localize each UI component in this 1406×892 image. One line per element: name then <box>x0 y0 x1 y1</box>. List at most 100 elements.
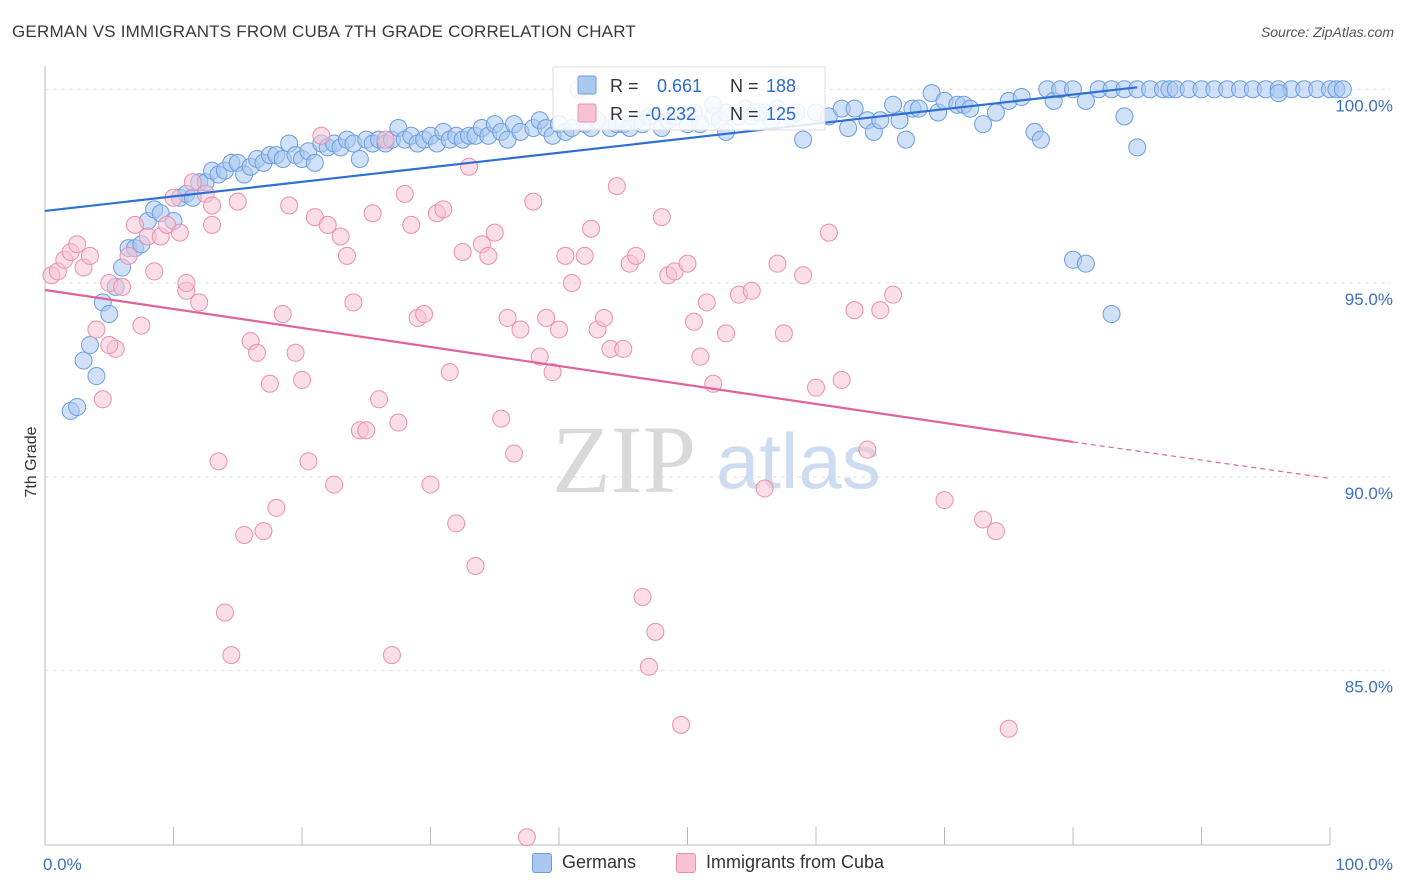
germans-point <box>80 336 99 355</box>
cuba-point <box>684 312 703 331</box>
cuba-point <box>363 204 382 223</box>
cuba-point <box>183 173 202 192</box>
germans-point <box>1102 305 1121 324</box>
germans-point <box>74 351 93 370</box>
cuba-point <box>858 440 877 459</box>
cuba-point <box>646 622 665 641</box>
cuba-point <box>768 254 787 273</box>
legend-swatch-cuba <box>676 852 696 873</box>
germans-points <box>61 80 1352 420</box>
cuba-point <box>672 715 691 734</box>
cuba-point <box>614 339 633 358</box>
x-tick-label-min: 0.0% <box>43 855 82 874</box>
cuba-point <box>691 347 710 366</box>
germans-point <box>961 99 980 118</box>
cuba-point <box>235 525 254 544</box>
cuba-point <box>370 390 389 409</box>
cuba-point <box>344 293 363 312</box>
cuba-points <box>42 80 1018 847</box>
cuba-point <box>203 196 222 215</box>
cuba-point <box>999 719 1018 738</box>
cuba-point <box>607 177 626 196</box>
cuba-point <box>125 215 144 234</box>
cuba-point <box>215 603 234 622</box>
stats-n-label-germans: N = <box>730 76 759 96</box>
cuba-point <box>517 828 536 847</box>
cuba-trend-line-extension <box>1072 441 1331 479</box>
cuba-point <box>434 200 453 219</box>
cuba-point <box>550 320 568 339</box>
axes <box>44 66 1331 846</box>
germans-point <box>1012 88 1031 107</box>
cuba-point <box>395 184 414 203</box>
cuba-point <box>267 498 286 517</box>
legend-item-cuba[interactable]: Immigrants from Cuba <box>676 852 884 873</box>
watermark-zip: ZIP <box>552 406 696 513</box>
germans-point <box>1076 254 1095 273</box>
cuba-point <box>652 208 671 227</box>
germans-point <box>839 119 858 138</box>
germans-point <box>871 111 890 130</box>
cuba-point <box>594 308 613 327</box>
cuba-point <box>755 479 774 498</box>
legend-item-germans[interactable]: Germans <box>532 852 636 873</box>
cuba-point <box>280 196 299 215</box>
cuba-point <box>582 219 601 238</box>
cuba-point <box>228 192 247 211</box>
stats-r-label-cuba: R = <box>610 104 639 124</box>
y-tick-label: 100.0% <box>1335 96 1393 115</box>
chart-title: GERMAN VS IMMIGRANTS FROM CUBA 7TH GRADE… <box>12 22 636 41</box>
gridlines <box>45 88 1390 672</box>
cuba-point <box>325 475 344 494</box>
cuba-point <box>389 413 408 432</box>
cuba-point <box>337 246 356 265</box>
cuba-point <box>871 301 890 320</box>
stats-r-value-germans: 0.661 <box>657 76 702 96</box>
chart-source: Source: ZipAtlas.com <box>1260 24 1394 40</box>
cuba-point <box>498 308 517 327</box>
y-tick-labels: 85.0% 90.0% 95.0% 100.0% <box>1335 96 1393 696</box>
watermark-atlas: atlas <box>716 417 881 505</box>
cuba-point <box>485 223 504 242</box>
germans-point <box>1115 107 1134 126</box>
germans-point <box>305 153 324 172</box>
germans-point <box>909 99 928 118</box>
cuba-point <box>530 347 549 366</box>
cuba-point <box>100 336 119 355</box>
cuba-point <box>209 452 228 471</box>
cuba-point <box>402 215 421 234</box>
y-tick-label: 90.0% <box>1345 484 1393 503</box>
stats-n-value-germans: 188 <box>766 76 796 96</box>
legend-label-cuba: Immigrants from Cuba <box>706 852 885 872</box>
cuba-point <box>286 343 305 362</box>
germans-point <box>896 130 915 149</box>
cuba-point <box>845 301 864 320</box>
cuba-point <box>170 223 189 242</box>
cuba-point <box>421 475 440 494</box>
cuba-point <box>145 262 164 281</box>
cuba-point <box>884 285 903 304</box>
germans-point <box>884 95 903 114</box>
trend-lines <box>44 86 1331 479</box>
cuba-point <box>505 444 524 463</box>
germans-point <box>68 398 87 417</box>
cuba-point <box>466 556 485 575</box>
cuba-point <box>312 126 331 145</box>
cuba-point <box>440 363 459 382</box>
cuba-point <box>331 227 350 246</box>
germans-point <box>1333 80 1352 99</box>
cuba-point <box>447 514 466 533</box>
cuba-point <box>248 343 267 362</box>
legend-swatch-germans <box>532 852 552 873</box>
y-tick-label: 95.0% <box>1345 290 1393 309</box>
cuba-point <box>819 223 838 242</box>
cuba-point <box>717 324 736 343</box>
cuba-point <box>460 157 479 176</box>
cuba-point <box>113 277 132 296</box>
cuba-point <box>119 246 138 265</box>
germans-point <box>1128 138 1147 157</box>
cuba-point <box>260 374 279 393</box>
cuba-point <box>562 274 581 293</box>
germans-point <box>794 130 813 149</box>
germans-point <box>100 305 119 324</box>
